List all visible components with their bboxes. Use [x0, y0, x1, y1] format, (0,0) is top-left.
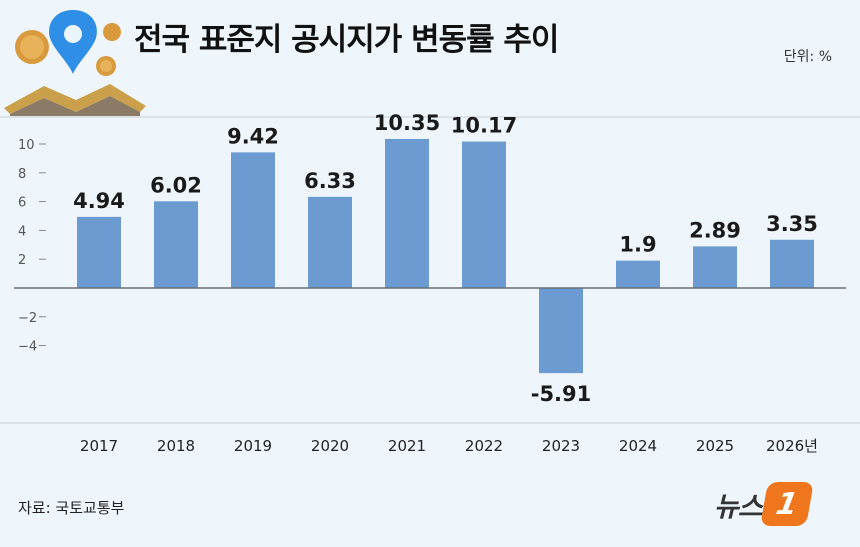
x-tick-label: 2026년	[766, 437, 818, 455]
value-label: 2.89	[689, 218, 741, 242]
brand-badge: 1	[759, 482, 814, 526]
location-pin-icon	[49, 10, 97, 74]
bar-2017	[77, 216, 121, 288]
unit-label: 단위: %	[783, 49, 832, 65]
x-tick-label: 2024	[619, 437, 657, 455]
value-label: 4.94	[73, 189, 125, 213]
y-tick-label: 6	[18, 196, 26, 211]
x-tick-label: 2025	[696, 437, 734, 455]
bar-2022	[462, 141, 506, 288]
bar-2021	[385, 138, 429, 288]
x-tick-label: 2021	[388, 437, 426, 455]
y-tick-label: 4	[18, 224, 26, 239]
brand-text: 뉴스	[714, 491, 763, 523]
bar-2024	[616, 260, 660, 288]
x-tick-label: 2022	[465, 437, 503, 455]
x-tick-label: 2023	[542, 437, 580, 455]
value-label: 6.33	[304, 169, 356, 193]
y-tick-label: 2	[18, 253, 26, 268]
value-label: 1.9	[619, 233, 656, 257]
source-note: 자료: 국토교통부	[18, 499, 125, 517]
x-tick-label: 2017	[80, 437, 118, 455]
y-tick-label: 8	[18, 167, 26, 182]
bar-2019	[231, 152, 275, 288]
x-tick-label: 2020	[311, 437, 349, 455]
y-tick-label: 10	[18, 138, 35, 153]
value-label: 10.35	[374, 111, 440, 135]
bar-2026년	[770, 239, 814, 288]
news1-logo: 뉴스 1	[714, 482, 814, 526]
bar-2018	[154, 201, 198, 288]
x-tick-label: 2019	[234, 437, 272, 455]
y-tick-label: −2	[18, 311, 37, 326]
x-tick-label: 2018	[157, 437, 195, 455]
bar-2023	[539, 288, 583, 374]
value-label: 10.17	[451, 114, 517, 138]
bar-2025	[693, 246, 737, 288]
y-tick-label: −4	[18, 340, 37, 355]
value-label: 6.02	[150, 173, 202, 197]
value-label: -5.91	[531, 382, 592, 406]
coin-icon	[15, 23, 121, 76]
bar-2020	[308, 196, 352, 288]
decoration-illustration	[4, 10, 146, 116]
chart-title: 전국 표준지 공시지가 변동률 추이	[134, 22, 559, 58]
value-label: 9.42	[227, 124, 279, 148]
value-label: 3.35	[766, 212, 818, 236]
roof-icon	[4, 84, 146, 116]
